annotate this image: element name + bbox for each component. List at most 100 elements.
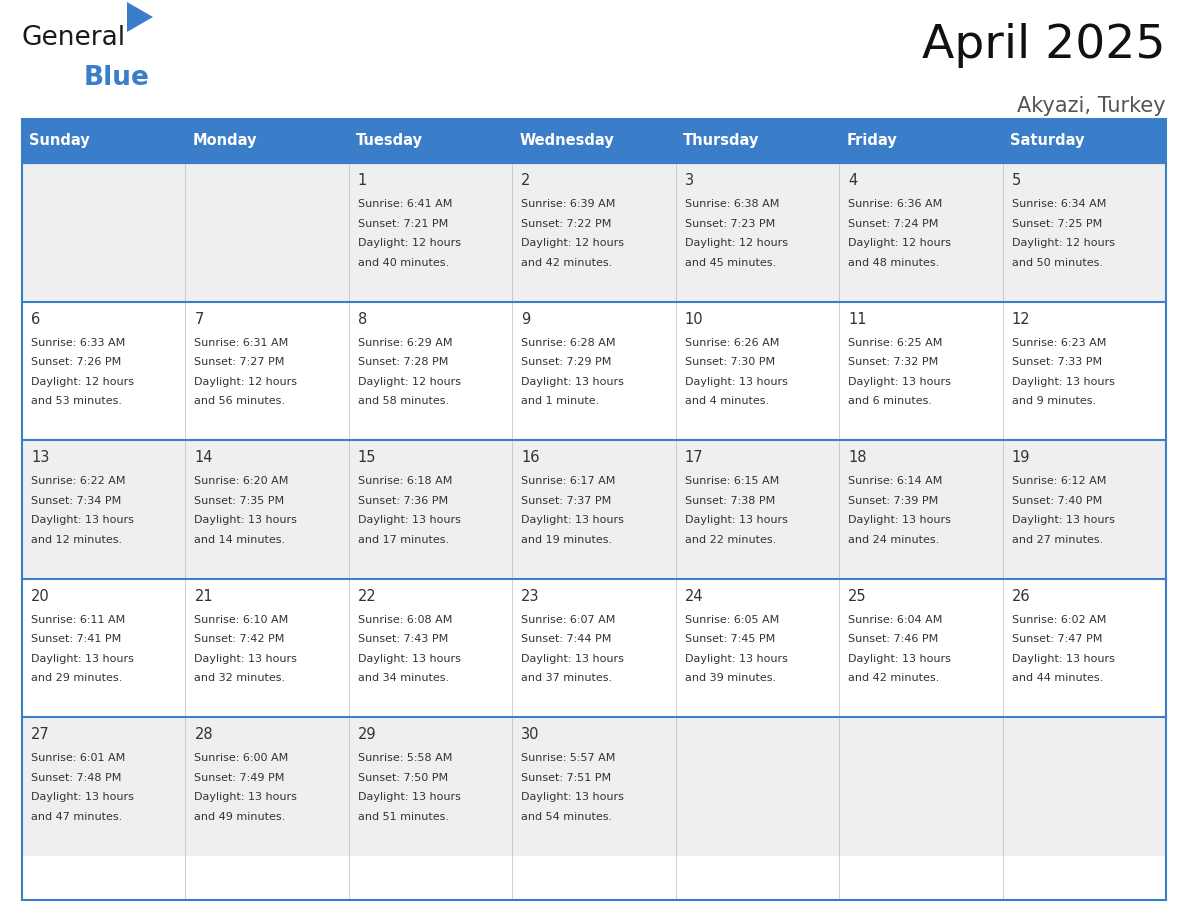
Text: 12: 12: [1011, 311, 1030, 327]
Text: Sunrise: 5:58 AM: Sunrise: 5:58 AM: [358, 754, 453, 764]
Bar: [23, 302, 1165, 441]
Text: Sunset: 7:33 PM: Sunset: 7:33 PM: [1011, 357, 1101, 367]
Bar: [185, 119, 349, 163]
Text: Sunset: 7:48 PM: Sunset: 7:48 PM: [31, 773, 121, 783]
Text: 4: 4: [848, 173, 858, 188]
Text: Daylight: 13 hours: Daylight: 13 hours: [1011, 515, 1114, 525]
Bar: [1003, 119, 1165, 163]
Text: 6: 6: [31, 311, 40, 327]
Text: Daylight: 13 hours: Daylight: 13 hours: [358, 792, 461, 802]
Text: Sunset: 7:23 PM: Sunset: 7:23 PM: [684, 218, 775, 229]
Text: Sunrise: 6:07 AM: Sunrise: 6:07 AM: [522, 615, 615, 625]
Text: 10: 10: [684, 311, 703, 327]
Text: and 1 minute.: and 1 minute.: [522, 396, 600, 406]
Text: and 56 minutes.: and 56 minutes.: [195, 396, 285, 406]
Text: and 40 minutes.: and 40 minutes.: [358, 258, 449, 267]
Text: Sunset: 7:39 PM: Sunset: 7:39 PM: [848, 496, 939, 506]
Text: Sunset: 7:41 PM: Sunset: 7:41 PM: [31, 634, 121, 644]
Text: 27: 27: [31, 727, 50, 743]
Polygon shape: [127, 2, 153, 32]
Text: Sunrise: 6:08 AM: Sunrise: 6:08 AM: [358, 615, 453, 625]
Bar: [349, 119, 512, 163]
Text: and 34 minutes.: and 34 minutes.: [358, 673, 449, 683]
Text: and 39 minutes.: and 39 minutes.: [684, 673, 776, 683]
Text: and 22 minutes.: and 22 minutes.: [684, 534, 776, 544]
Text: Sunset: 7:50 PM: Sunset: 7:50 PM: [358, 773, 448, 783]
Text: Daylight: 13 hours: Daylight: 13 hours: [358, 654, 461, 664]
Text: Sunset: 7:24 PM: Sunset: 7:24 PM: [848, 218, 939, 229]
Text: Daylight: 13 hours: Daylight: 13 hours: [522, 654, 624, 664]
Text: Sunset: 7:38 PM: Sunset: 7:38 PM: [684, 496, 775, 506]
Text: 8: 8: [358, 311, 367, 327]
Bar: [23, 163, 1165, 302]
Bar: [23, 119, 185, 163]
Text: Saturday: Saturday: [1010, 133, 1085, 149]
Text: Sunset: 7:36 PM: Sunset: 7:36 PM: [358, 496, 448, 506]
Text: Daylight: 13 hours: Daylight: 13 hours: [848, 376, 952, 386]
Text: Sunset: 7:43 PM: Sunset: 7:43 PM: [358, 634, 448, 644]
Text: Sunset: 7:40 PM: Sunset: 7:40 PM: [1011, 496, 1101, 506]
Text: Sunset: 7:21 PM: Sunset: 7:21 PM: [358, 218, 448, 229]
Text: Sunrise: 6:18 AM: Sunrise: 6:18 AM: [358, 476, 453, 487]
Bar: [23, 717, 1165, 856]
Text: Daylight: 12 hours: Daylight: 12 hours: [31, 376, 134, 386]
Text: and 9 minutes.: and 9 minutes.: [1011, 396, 1095, 406]
Text: Daylight: 13 hours: Daylight: 13 hours: [684, 515, 788, 525]
Text: and 17 minutes.: and 17 minutes.: [358, 534, 449, 544]
Text: Sunrise: 6:36 AM: Sunrise: 6:36 AM: [848, 199, 942, 209]
Text: 30: 30: [522, 727, 539, 743]
Text: Daylight: 13 hours: Daylight: 13 hours: [522, 792, 624, 802]
Text: Sunrise: 6:31 AM: Sunrise: 6:31 AM: [195, 338, 289, 348]
Text: Sunrise: 6:11 AM: Sunrise: 6:11 AM: [31, 615, 125, 625]
Text: Sunset: 7:32 PM: Sunset: 7:32 PM: [848, 357, 939, 367]
Text: and 51 minutes.: and 51 minutes.: [358, 812, 449, 822]
Text: and 27 minutes.: and 27 minutes.: [1011, 534, 1102, 544]
Text: and 24 minutes.: and 24 minutes.: [848, 534, 940, 544]
Text: Sunrise: 6:38 AM: Sunrise: 6:38 AM: [684, 199, 779, 209]
Text: and 44 minutes.: and 44 minutes.: [1011, 673, 1102, 683]
Text: and 6 minutes.: and 6 minutes.: [848, 396, 933, 406]
Text: 29: 29: [358, 727, 377, 743]
Text: Sunset: 7:27 PM: Sunset: 7:27 PM: [195, 357, 285, 367]
Text: Sunrise: 6:15 AM: Sunrise: 6:15 AM: [684, 476, 779, 487]
Text: Blue: Blue: [84, 65, 150, 91]
Text: Sunset: 7:29 PM: Sunset: 7:29 PM: [522, 357, 612, 367]
Text: Wednesday: Wednesday: [519, 133, 614, 149]
Text: Daylight: 12 hours: Daylight: 12 hours: [195, 376, 297, 386]
Text: Sunrise: 5:57 AM: Sunrise: 5:57 AM: [522, 754, 615, 764]
Text: and 54 minutes.: and 54 minutes.: [522, 812, 612, 822]
Text: Sunrise: 6:10 AM: Sunrise: 6:10 AM: [195, 615, 289, 625]
Text: Sunrise: 6:05 AM: Sunrise: 6:05 AM: [684, 615, 779, 625]
Text: Sunset: 7:28 PM: Sunset: 7:28 PM: [358, 357, 448, 367]
Text: Daylight: 13 hours: Daylight: 13 hours: [195, 792, 297, 802]
Text: Sunset: 7:22 PM: Sunset: 7:22 PM: [522, 218, 612, 229]
Text: Sunrise: 6:39 AM: Sunrise: 6:39 AM: [522, 199, 615, 209]
Text: Sunrise: 6:04 AM: Sunrise: 6:04 AM: [848, 615, 942, 625]
Text: Daylight: 13 hours: Daylight: 13 hours: [1011, 376, 1114, 386]
Text: and 50 minutes.: and 50 minutes.: [1011, 258, 1102, 267]
Text: Tuesday: Tuesday: [356, 133, 423, 149]
Text: 24: 24: [684, 588, 703, 604]
Text: and 42 minutes.: and 42 minutes.: [522, 258, 613, 267]
Bar: [512, 119, 676, 163]
Text: and 48 minutes.: and 48 minutes.: [848, 258, 940, 267]
Text: Sunrise: 6:14 AM: Sunrise: 6:14 AM: [848, 476, 942, 487]
Text: Daylight: 13 hours: Daylight: 13 hours: [522, 376, 624, 386]
Text: and 37 minutes.: and 37 minutes.: [522, 673, 612, 683]
Text: and 12 minutes.: and 12 minutes.: [31, 534, 122, 544]
Text: and 47 minutes.: and 47 minutes.: [31, 812, 122, 822]
Text: 20: 20: [31, 588, 50, 604]
Text: General: General: [23, 25, 126, 51]
Text: Sunrise: 6:41 AM: Sunrise: 6:41 AM: [358, 199, 453, 209]
Text: Sunset: 7:30 PM: Sunset: 7:30 PM: [684, 357, 775, 367]
Text: Sunrise: 6:26 AM: Sunrise: 6:26 AM: [684, 338, 779, 348]
Bar: [676, 119, 839, 163]
Text: Sunset: 7:35 PM: Sunset: 7:35 PM: [195, 496, 285, 506]
Text: and 4 minutes.: and 4 minutes.: [684, 396, 769, 406]
Text: Sunrise: 6:22 AM: Sunrise: 6:22 AM: [31, 476, 126, 487]
Text: Sunset: 7:34 PM: Sunset: 7:34 PM: [31, 496, 121, 506]
Text: Friday: Friday: [846, 133, 897, 149]
Text: 17: 17: [684, 450, 703, 465]
Text: Sunrise: 6:00 AM: Sunrise: 6:00 AM: [195, 754, 289, 764]
Text: 23: 23: [522, 588, 539, 604]
